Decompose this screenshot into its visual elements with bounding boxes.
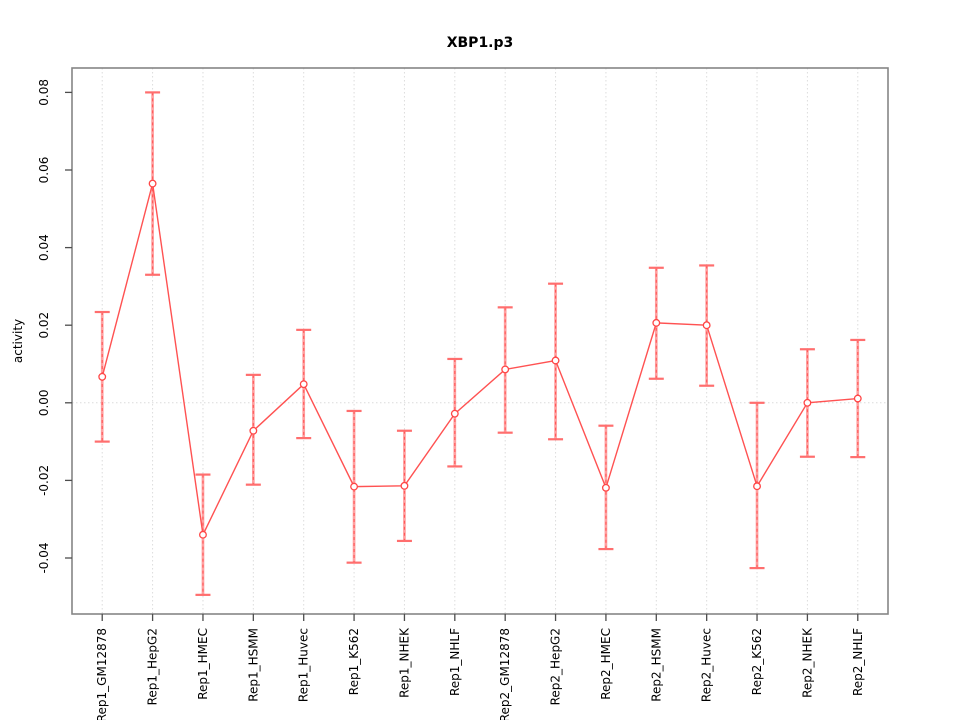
x-tick-label: Rep1_HSMM <box>246 628 260 702</box>
data-point <box>350 482 359 491</box>
y-tick-label: 0.08 <box>37 79 51 106</box>
y-tick-label: 0.00 <box>37 389 51 416</box>
x-axis-tick-labels: Rep1_GM12878 Rep1_HepG2 Rep1_HMEC Rep1_HSMM… <box>95 627 865 720</box>
x-tick-label: Rep2_HSMM <box>649 628 663 702</box>
x-tick-label: Rep2_HMEC <box>599 628 613 700</box>
x-tick-label: Rep1_Huvec <box>297 628 311 702</box>
plot-border <box>71 67 889 615</box>
x-tick-label: Rep1_NHLF <box>448 628 462 696</box>
y-tick-label: 0.02 <box>37 312 51 339</box>
chart-title: XBP1.p3 <box>447 35 514 51</box>
axis-ticks <box>65 91 859 621</box>
y-tick-label: 0.06 <box>37 157 51 184</box>
data-point <box>702 321 711 330</box>
y-tick-label: -0.02 <box>37 465 51 496</box>
data-point <box>199 530 207 539</box>
data-point <box>601 483 610 492</box>
x-tick-label: Rep1_GM12878 <box>95 628 109 720</box>
x-tick-label: Rep1_HMEC <box>196 628 210 700</box>
x-tick-label: Rep1_K562 <box>347 628 361 695</box>
x-tick-label: Rep2_GM12878 <box>498 628 512 720</box>
data-point <box>148 179 157 188</box>
y-axis-tick-labels: -0.04 -0.02 0.00 0.02 0.04 0.06 0.08 <box>37 79 51 573</box>
x-tick-label: Rep2_NHEK <box>800 627 814 698</box>
data-point <box>450 409 459 418</box>
y-tick-label: 0.04 <box>37 234 51 261</box>
data-point <box>551 356 560 365</box>
y-axis-label: activity <box>11 319 25 363</box>
x-tick-label: Rep1_NHEK <box>397 627 411 698</box>
data-point <box>803 398 812 407</box>
data-point <box>753 482 761 491</box>
data-point <box>501 365 510 374</box>
data-point <box>98 372 107 381</box>
x-tick-label: Rep2_Huvec <box>700 628 714 702</box>
grid-lines <box>72 68 888 614</box>
data-point <box>249 426 258 435</box>
data-point <box>299 380 308 389</box>
plot-box <box>71 67 889 615</box>
x-tick-label: Rep2_NHLF <box>851 628 865 696</box>
data-points <box>98 179 862 539</box>
x-tick-label: Rep2_HepG2 <box>549 628 563 705</box>
data-point <box>652 318 661 327</box>
data-point <box>400 481 409 490</box>
series-polyline <box>101 183 858 538</box>
data-point <box>853 394 862 403</box>
series-line <box>101 183 858 538</box>
y-tick-label: -0.04 <box>37 542 51 573</box>
x-tick-label: Rep1_HepG2 <box>146 628 160 705</box>
x-tick-label: Rep2_K562 <box>750 628 764 695</box>
